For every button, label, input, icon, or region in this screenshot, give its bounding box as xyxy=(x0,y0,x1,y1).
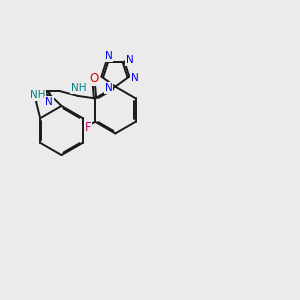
Text: F: F xyxy=(85,121,91,134)
Text: N: N xyxy=(105,83,112,93)
Text: N: N xyxy=(126,56,133,65)
Text: NH: NH xyxy=(71,83,86,93)
Text: NH: NH xyxy=(30,90,45,100)
Text: N: N xyxy=(45,97,53,107)
Text: N: N xyxy=(130,73,138,83)
Text: N: N xyxy=(104,51,112,61)
Text: O: O xyxy=(89,72,99,85)
